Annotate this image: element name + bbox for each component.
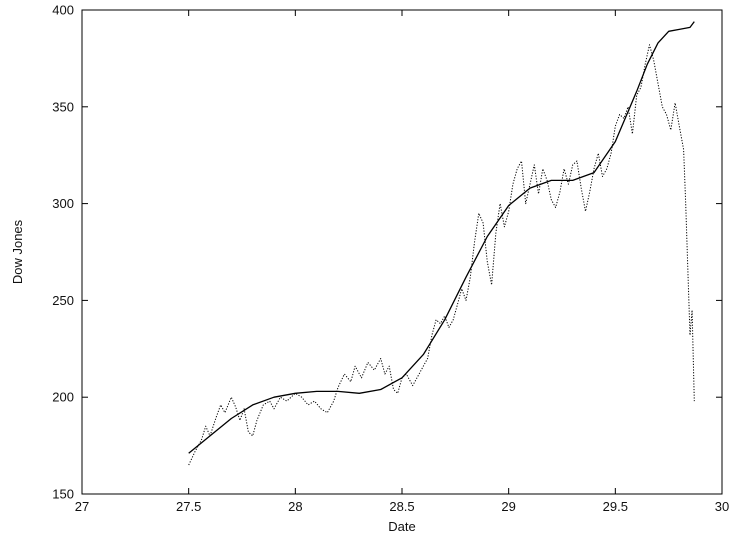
series-layer	[188, 21, 695, 466]
x-axis-label: Date	[388, 519, 415, 534]
x-tick-label: 30	[715, 499, 729, 514]
series-line-dotted	[188, 44, 695, 466]
y-tick-label: 150	[52, 487, 74, 502]
axis-ticks	[81, 9, 723, 495]
x-tick-label: 29.5	[603, 499, 628, 514]
y-tick-label: 300	[52, 196, 74, 211]
y-tick-label: 250	[52, 293, 74, 308]
series-line-solid	[188, 21, 695, 454]
x-tick-label: 29	[501, 499, 515, 514]
plot-frame	[81, 9, 723, 495]
y-tick-label: 200	[52, 390, 74, 405]
tick-labels: 27 27.5 28 28.5 29 29.5 30 150 200 250 300 350 400	[52, 3, 729, 515]
x-tick-label: 27	[75, 499, 89, 514]
y-tick-label: 400	[52, 3, 74, 18]
y-axis-label: Dow Jones	[10, 219, 25, 284]
y-tick-label: 350	[52, 99, 74, 114]
x-tick-label: 28.5	[389, 499, 414, 514]
x-tick-label: 28	[288, 499, 302, 514]
x-tick-label: 27.5	[176, 499, 201, 514]
